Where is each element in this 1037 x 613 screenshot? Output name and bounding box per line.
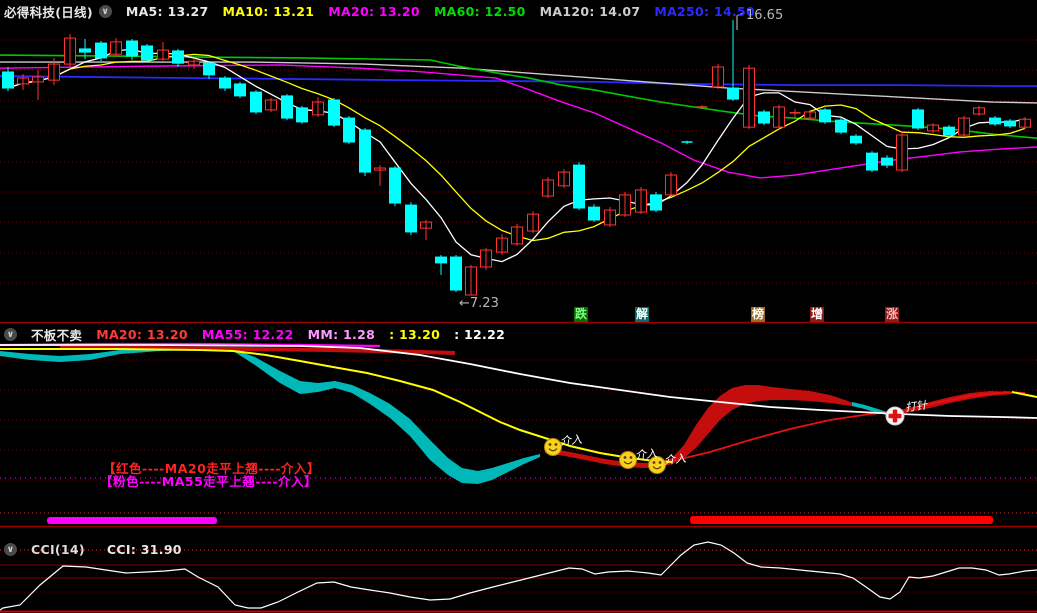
cci-title: CCI(14): [31, 542, 85, 557]
signal-bar-red: [690, 516, 993, 524]
indicator-panel-header: ∨ 不板不卖 MA20: 13.20 MA55: 12.22 MM: 1.28 …: [4, 325, 519, 344]
buy-marker-label: 介入: [663, 451, 687, 468]
ma250-value: MA250: 14.50: [654, 4, 756, 19]
smiley-buy-icon: [619, 451, 637, 469]
first-aid-icon: [885, 406, 905, 426]
tag-bang[interactable]: 榜: [750, 307, 766, 322]
chevron-down-icon[interactable]: ∨: [98, 5, 112, 18]
ma5-value: MA5: 13.27: [125, 4, 209, 19]
buy-marker-label: 介入: [634, 446, 658, 463]
ma10-value: MA10: 13.21: [222, 4, 315, 19]
indicator-title: 不板不卖: [31, 328, 83, 343]
high-arrow: [736, 12, 744, 30]
high-price-annotation: 16.65: [746, 8, 784, 23]
tag-zeng[interactable]: 增: [809, 307, 825, 322]
ind-ma20-value: MA20: 13.20: [96, 327, 188, 342]
cci-line: [0, 541, 1037, 611]
buy-marker-label: 介入: [559, 432, 583, 449]
ind-ma55-value: MA55: 12.22: [201, 327, 294, 342]
legend-red-note: 【红色----MA20走平上翘----介入】: [103, 461, 321, 476]
ind-val2: : 12.22: [454, 327, 506, 342]
ind-val1: : 13.20: [389, 327, 441, 342]
ind-mm-value: MM: 1.28: [307, 327, 376, 342]
smiley-buy-icon: [544, 438, 562, 456]
signal-bar-magenta: [47, 517, 217, 524]
ma20-value: MA20: 13.20: [328, 4, 420, 19]
tag-die[interactable]: 跌: [573, 307, 589, 322]
price-panel-header: 必得科技(日线) ∨ MA5: 13.27 MA10: 13.21 MA20: …: [4, 2, 769, 21]
tag-jie[interactable]: 解: [634, 307, 650, 322]
aid-marker-label: 打针: [904, 398, 928, 415]
stock-title: 必得科技(日线): [4, 5, 93, 20]
legend-pink-note: 【粉色----MA55走平上翘----介入】: [100, 474, 318, 489]
indicator-bands: [0, 342, 1037, 484]
tag-zhang[interactable]: 涨: [884, 307, 900, 322]
gridlines: [0, 39, 1037, 613]
ma60-value: MA60: 12.50: [433, 4, 526, 19]
chevron-down-icon[interactable]: ∨: [4, 328, 17, 341]
cci-value: CCI: 31.90: [106, 542, 182, 557]
ma120-value: MA120: 14.07: [539, 4, 641, 19]
low-price-annotation: ←7.23: [459, 296, 499, 311]
smiley-buy-icon: [648, 456, 666, 474]
chevron-down-icon[interactable]: ∨: [4, 543, 17, 556]
cci-panel-header: ∨ CCI(14) CCI: 31.90: [4, 542, 196, 557]
